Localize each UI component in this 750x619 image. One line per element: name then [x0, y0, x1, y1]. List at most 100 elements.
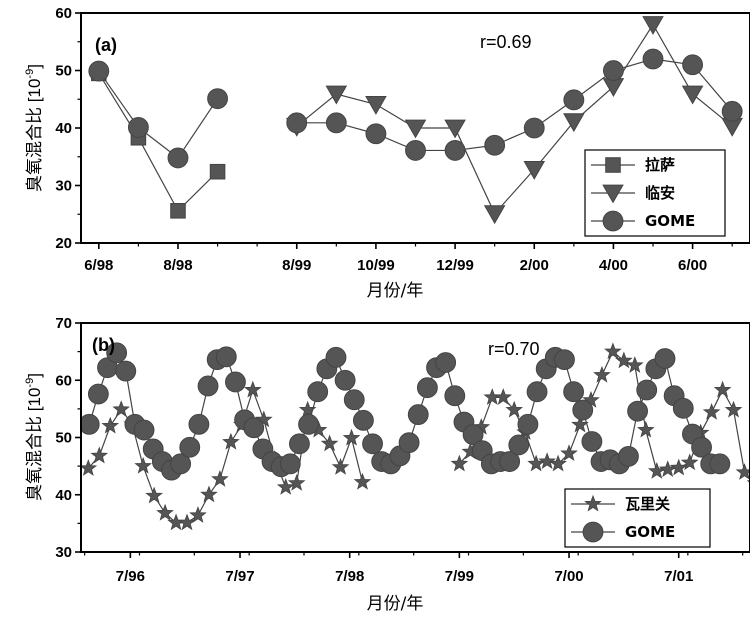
data-point-0-1-8-b	[538, 452, 556, 470]
y-axis-title-exp-a: -9	[24, 69, 36, 79]
data-point-1-0-16-b	[225, 371, 246, 393]
data-point-1-0-55-b	[581, 431, 603, 452]
data-point-0-0-16-b	[254, 410, 273, 428]
data-point-1-0-69-b	[709, 453, 731, 475]
data-point-0-0-23-b	[331, 458, 350, 475]
data-point-0-0-3-b	[112, 400, 131, 417]
panel-label-b: (b)	[92, 335, 115, 355]
data-point-0-1-10-b	[560, 444, 578, 462]
data-point-0-0-3-a	[209, 163, 226, 180]
data-point-1-0-25-b	[307, 381, 329, 403]
data-point-0-1-20-b	[669, 458, 688, 476]
x-tick-label-5-a: 2/00	[520, 257, 549, 274]
x-tick-label-0-a: 6/98	[84, 257, 113, 274]
data-point-0-0-12-b	[211, 470, 229, 487]
data-point-0-1-17-b	[637, 420, 655, 438]
legend-marker-0-a	[605, 157, 621, 173]
data-point-1-0-23-b	[289, 433, 310, 455]
y-tick-label-0-a: 20	[55, 235, 72, 252]
data-point-2-1-2-a	[365, 123, 387, 145]
y-tick-label-3-b: 60	[55, 372, 72, 389]
data-point-1-0-2-a	[365, 95, 387, 115]
data-point-0-1-13-b	[593, 365, 611, 383]
series-0-b	[81, 342, 750, 531]
y-axis-title-unit-b: 10	[25, 388, 44, 407]
data-point-1-0-10-a	[681, 85, 704, 105]
data-point-1-0-3-a	[404, 119, 427, 139]
y-tick-label-2-b: 50	[55, 430, 72, 447]
correlation-annotation-a: r=0.69	[480, 32, 532, 52]
y-axis-title-b: 臭氧混合比 [10-9]	[24, 373, 45, 501]
data-point-0-1-25-b	[724, 400, 743, 418]
x-tick-label-6-a: 4/00	[599, 257, 628, 274]
data-point-0-1-26-b	[735, 463, 750, 480]
y-tick-label-3-a: 50	[55, 63, 72, 80]
data-point-0-1-18-b	[647, 462, 666, 479]
x-tick-label-0-b: 7/96	[116, 568, 145, 585]
data-point-1-0-5-a	[483, 205, 506, 225]
data-point-1-0-49-b	[526, 381, 548, 403]
data-point-1-0-48-b	[517, 413, 539, 435]
y-tick-label-0-b: 30	[55, 544, 72, 561]
x-axis-a: 6/98 8/98 8/99 10/99 12/99 2/00 4/00 6/00	[84, 243, 733, 274]
data-point-1-0-29-b	[343, 389, 365, 411]
x-tick-label-4-a: 12/99	[436, 257, 474, 274]
plot-area-a	[88, 16, 743, 225]
data-point-1-0-39-b	[435, 352, 457, 373]
chart-panel-a: 20 30 40 50 60 6/98 8/98 8/99 10/99 12/99 2/00 4/0…	[24, 5, 750, 301]
data-point-0-1-24-b	[713, 380, 732, 398]
data-point-0-0-6-b	[145, 486, 163, 504]
legend-label-0-b: 瓦里关	[625, 495, 670, 513]
series-line-2-1-a	[296, 58, 733, 152]
series-line-0-0-a	[98, 73, 218, 212]
data-point-1-0-60-b	[627, 400, 649, 422]
data-point-0-1-19-b	[658, 460, 677, 478]
x-tick-label-3-b: 7/99	[445, 568, 474, 585]
data-point-0-1-23-b	[702, 403, 721, 420]
data-point-1-0-37-b	[416, 377, 438, 399]
x-tick-label-5-b: 7/01	[664, 568, 693, 585]
data-point-1-0-4-a	[444, 119, 466, 139]
data-point-0-0-2-a	[170, 203, 186, 219]
data-point-2-1-5-a	[484, 134, 506, 156]
y-axis-title-unit-bracket-open-b: [	[25, 406, 44, 416]
data-point-0-0-24-b	[342, 428, 361, 446]
data-point-1-0-54-b	[572, 399, 594, 421]
data-point-1-0-7-a	[563, 113, 585, 133]
data-point-2-0-2-a	[167, 147, 189, 169]
data-point-2-1-9-a	[642, 48, 664, 70]
data-point-0-0-9-b	[178, 513, 196, 531]
data-point-0-0-5-b	[134, 456, 152, 474]
data-point-0-1-0-b	[450, 454, 469, 472]
series-line-2-0-a	[98, 70, 219, 159]
data-point-0-0-2-b	[101, 416, 120, 434]
data-point-1-0-9-a	[642, 16, 664, 35]
legend-b: 瓦里关 GOME	[564, 488, 711, 548]
series-2-a	[88, 48, 743, 169]
legend-label-2-a: GOME	[645, 212, 695, 230]
data-point-1-0-53-b	[563, 381, 585, 403]
data-point-0-0-1-b	[90, 446, 109, 464]
y-axis-title-unit-bracket-open-a: [	[25, 97, 44, 107]
y-axis-title-a: 臭氧混合比 [10-9]	[24, 64, 45, 192]
correlation-annotation-b: r=0.70	[488, 339, 540, 359]
data-point-1-0-47-b	[508, 434, 530, 456]
data-point-2-1-6-a	[523, 117, 545, 139]
data-point-1-0-6-b	[133, 419, 155, 441]
data-point-1-0-10-b	[170, 453, 192, 475]
data-point-0-1-4-b	[494, 388, 513, 405]
y-axis-title-unit-bracket-close-a: ]	[25, 64, 44, 69]
data-point-0-0-18-b	[276, 478, 295, 495]
plot-area-b	[81, 342, 750, 531]
data-point-0-1-9-b	[549, 454, 567, 472]
data-point-1-0-28-b	[334, 369, 356, 391]
data-point-0-0-0-b	[81, 459, 98, 476]
legend-label-1-b: GOME	[625, 523, 675, 541]
data-point-1-0-46-b	[499, 451, 521, 472]
data-point-1-0-1-b	[87, 383, 109, 405]
data-point-0-1-7-b	[527, 454, 545, 472]
data-point-1-0-1-a	[325, 85, 348, 105]
